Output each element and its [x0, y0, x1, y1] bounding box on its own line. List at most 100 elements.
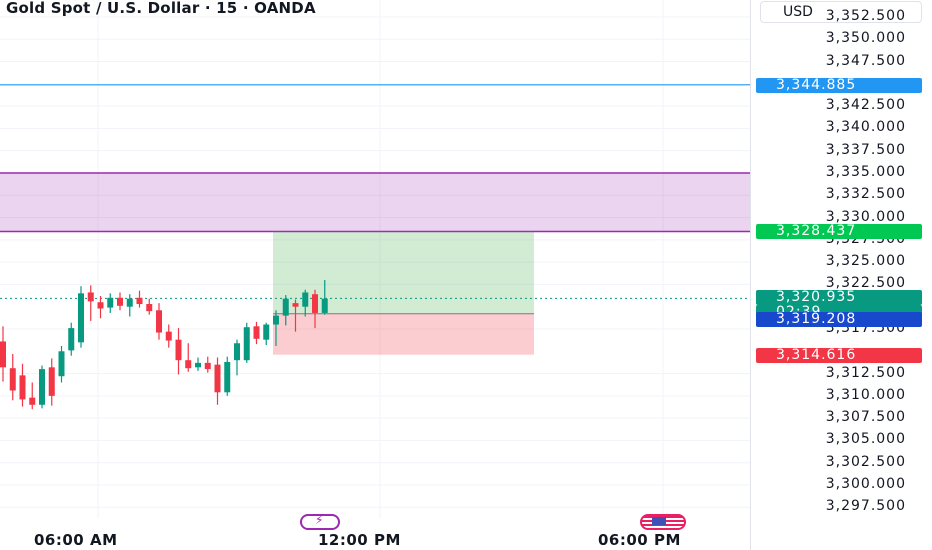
candle-body — [263, 324, 270, 340]
flash-icon[interactable] — [300, 513, 340, 530]
candle-body — [253, 326, 260, 339]
candle[interactable] — [48, 358, 55, 406]
candle-body — [29, 397, 36, 405]
candle[interactable] — [87, 285, 94, 321]
candle-body — [175, 339, 182, 361]
price-tick: 3,340.000 — [825, 119, 906, 136]
candle[interactable] — [302, 289, 309, 317]
candle[interactable] — [97, 296, 104, 319]
price-tick: 3,335.000 — [825, 163, 906, 180]
candle-body — [68, 328, 75, 351]
alert-line-price-badge: 3,344.885 — [756, 77, 922, 93]
candle-body — [165, 331, 172, 341]
candle[interactable] — [19, 363, 26, 407]
candle-body — [39, 369, 45, 405]
candle[interactable] — [321, 279, 328, 315]
candle[interactable] — [312, 289, 318, 329]
candle[interactable] — [243, 322, 250, 363]
candle[interactable] — [165, 324, 172, 348]
candle[interactable] — [253, 321, 260, 345]
candle-body — [312, 294, 318, 313]
candle-body — [117, 297, 123, 306]
grid-lines — [0, 0, 751, 550]
candle-body — [214, 364, 221, 393]
candle[interactable] — [136, 290, 143, 308]
candle-body — [136, 297, 143, 305]
price-tick: 3,325.000 — [825, 253, 906, 270]
candle-body — [87, 292, 94, 302]
candle[interactable] — [0, 326, 6, 382]
position-stop-area[interactable] — [273, 313, 534, 355]
entry-price-badge: 3,319.208 — [756, 311, 922, 327]
candle-body — [273, 315, 279, 325]
candle[interactable] — [117, 292, 123, 311]
candle-body — [48, 367, 55, 396]
candle-body — [9, 368, 16, 391]
price-tick: 3,332.500 — [825, 186, 906, 203]
candle-body — [78, 293, 84, 343]
price-tick: 3,350.000 — [825, 30, 906, 47]
candle[interactable] — [78, 286, 84, 348]
candle-body — [195, 362, 201, 368]
candle[interactable] — [9, 353, 16, 401]
price-tick: 3,312.500 — [825, 364, 906, 381]
candle[interactable] — [68, 322, 75, 356]
price-tick: 3,347.500 — [825, 52, 906, 69]
price-tick: 3,330.000 — [825, 208, 906, 225]
price-tick: 3,352.500 — [825, 7, 906, 24]
candle[interactable] — [58, 345, 65, 383]
price-tick: 3,310.000 — [825, 386, 906, 403]
zone-bottom-price-badge: 3,328.437 — [756, 224, 922, 240]
candle[interactable] — [204, 356, 211, 373]
candle-body — [19, 375, 26, 400]
stop-price-badge: 3,314.616 — [756, 347, 922, 363]
candle[interactable] — [185, 343, 192, 372]
symbol-title[interactable]: Gold Spot / U.S. Dollar · 15 · OANDA — [6, 0, 316, 17]
candle-body — [234, 343, 240, 361]
us-flag-icon[interactable] — [640, 514, 686, 530]
price-tick: 3,337.500 — [825, 141, 906, 158]
candle-body — [282, 298, 289, 316]
candle[interactable] — [224, 356, 231, 396]
candle[interactable] — [263, 322, 270, 346]
time-tick-0600pm: 06:00 PM — [598, 531, 681, 549]
candle-body — [243, 327, 250, 361]
time-tick-0600am: 06:00 AM — [34, 531, 118, 549]
candle[interactable] — [214, 357, 221, 405]
price-tick: 3,322.500 — [825, 275, 906, 292]
candle-body — [292, 303, 299, 307]
time-tick-1200pm: 12:00 PM — [318, 531, 401, 549]
candle[interactable] — [156, 303, 162, 340]
candle[interactable] — [273, 310, 279, 346]
candle-body — [321, 298, 328, 313]
drawing-layer[interactable] — [0, 84, 750, 355]
candle[interactable] — [292, 299, 299, 332]
candle[interactable] — [195, 357, 201, 371]
candle[interactable] — [126, 294, 133, 317]
candle-body — [204, 362, 211, 370]
candle-body — [156, 310, 162, 333]
candle[interactable] — [234, 339, 240, 376]
candle-body — [224, 361, 231, 393]
candle[interactable] — [29, 382, 36, 410]
price-tick: 3,297.500 — [825, 498, 906, 515]
candle-body — [97, 302, 104, 309]
candle-body — [126, 298, 133, 307]
candle-body — [0, 341, 6, 368]
price-tick: 3,342.500 — [825, 97, 906, 114]
currency-selector[interactable]: USD — [760, 1, 922, 23]
candle[interactable] — [39, 365, 45, 409]
supply-zone[interactable] — [0, 172, 750, 232]
price-tick: 3,300.000 — [825, 476, 906, 492]
candle-body — [107, 297, 114, 308]
candle[interactable] — [146, 298, 153, 315]
candle-body — [302, 292, 309, 307]
price-tick: 3,307.500 — [825, 409, 906, 426]
candle[interactable] — [107, 293, 114, 313]
price-tick: 3,305.000 — [825, 431, 906, 448]
candlestick-series[interactable] — [0, 279, 328, 410]
candle[interactable] — [282, 295, 289, 326]
candle-body — [146, 304, 153, 312]
candle[interactable] — [175, 328, 182, 375]
